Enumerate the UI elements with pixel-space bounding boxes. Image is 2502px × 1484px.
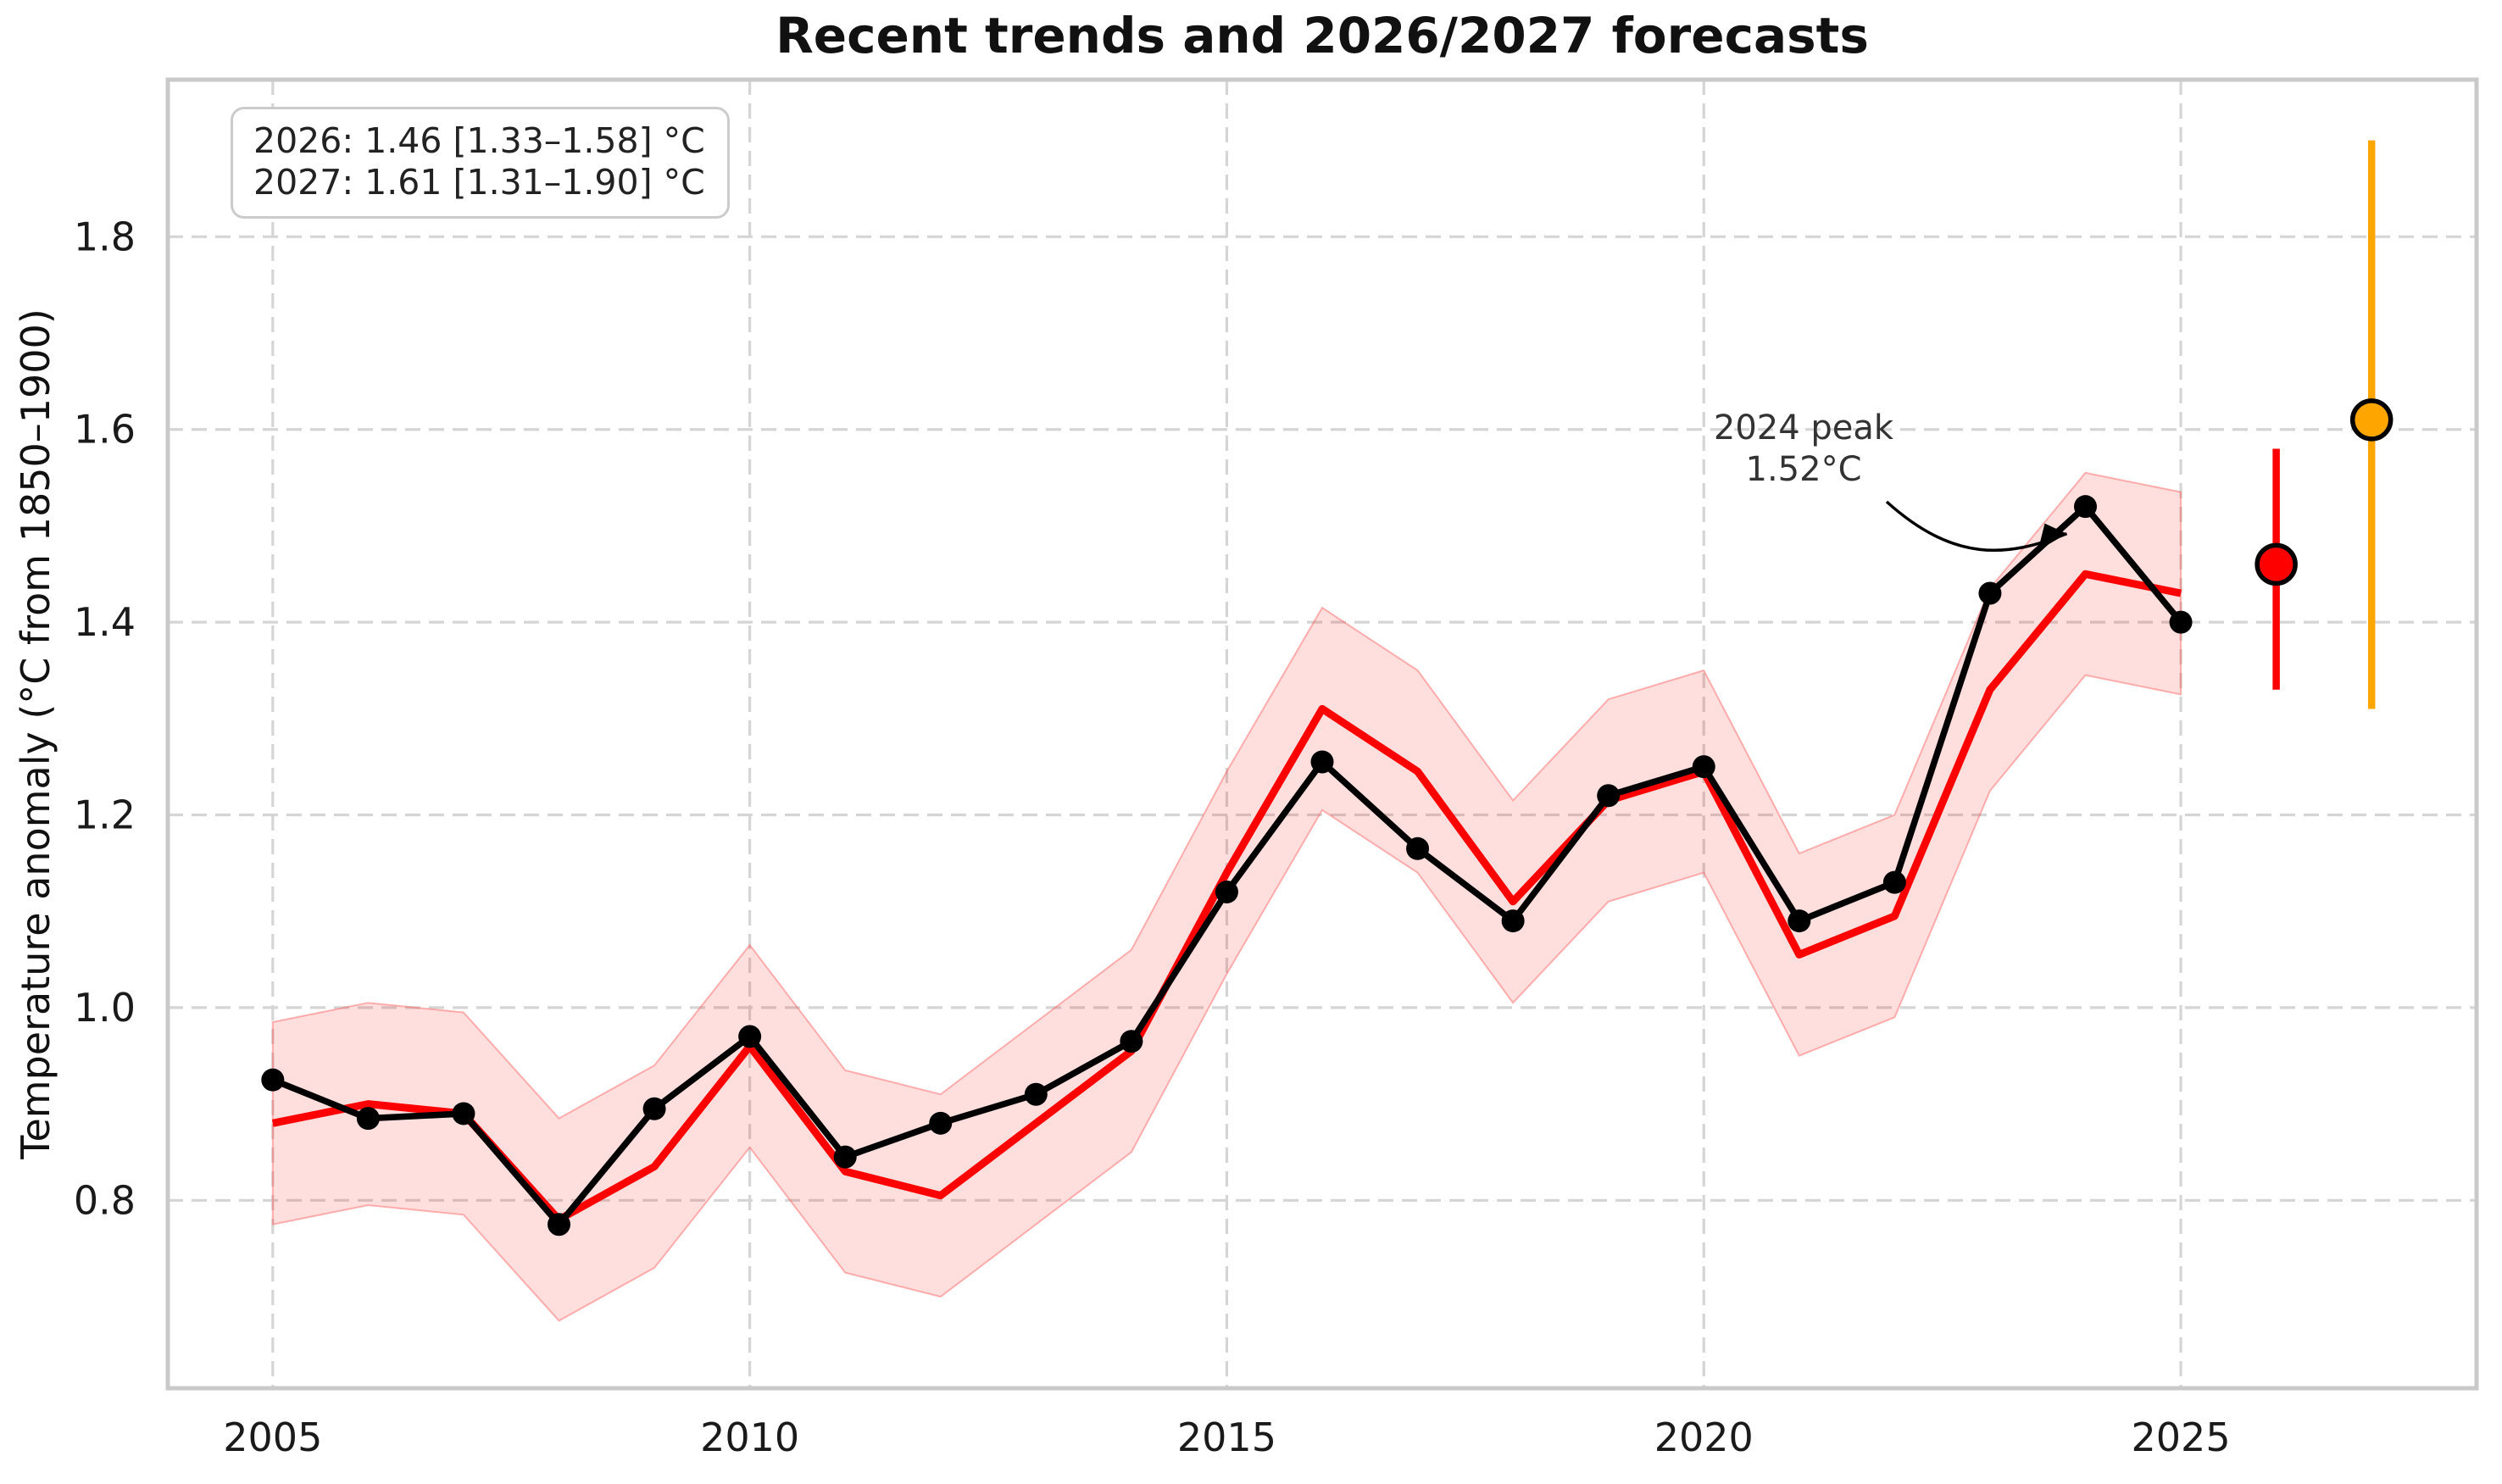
observed-point-2023 xyxy=(1978,581,2002,605)
observed-point-2011 xyxy=(833,1145,857,1169)
observed-point-2024 xyxy=(2073,495,2097,519)
peak-annotation: 2024 peak 1.52°C xyxy=(1714,408,1893,491)
x-tick-label-2020: 2020 xyxy=(1654,1415,1754,1460)
observed-point-2015 xyxy=(1215,880,1238,903)
observed-point-2019 xyxy=(1597,784,1621,808)
x-tick-label-2025: 2025 xyxy=(2132,1415,2231,1460)
plot-border xyxy=(165,77,2479,1391)
y-tick-label-0.8: 0.8 xyxy=(74,1177,136,1223)
peak-annotation-line1: 2024 peak xyxy=(1713,409,1894,448)
observed-point-2016 xyxy=(1310,750,1334,774)
observed-point-2014 xyxy=(1120,1030,1143,1053)
observed-point-2010 xyxy=(738,1025,762,1048)
forecast-dot-2027 xyxy=(2349,398,2394,442)
annotation-arrow xyxy=(1885,500,2068,552)
forecast-dot-2026 xyxy=(2255,542,2298,586)
forecast-2027-summary: 2027: 1.61 [1.31–1.90] °C xyxy=(253,162,705,203)
observed-point-2007 xyxy=(452,1102,475,1126)
observed-point-2018 xyxy=(1501,909,1525,933)
forecast-summary-box: 2026: 1.46 [1.33–1.58] °C 2027: 1.61 [1.… xyxy=(231,107,730,220)
annotation-arrowhead xyxy=(2038,523,2067,551)
y-tick-label-1.2: 1.2 xyxy=(74,792,136,838)
x-tick-label-2015: 2015 xyxy=(1177,1415,1276,1460)
observed-point-2021 xyxy=(1788,909,1811,933)
forecast-2026-summary: 2026: 1.46 [1.33–1.58] °C xyxy=(253,120,705,161)
observed-point-2022 xyxy=(1882,870,1906,894)
observed-point-2005 xyxy=(261,1068,285,1092)
y-tick-label-1.6: 1.6 xyxy=(74,407,136,453)
observed-point-2017 xyxy=(1406,836,1430,860)
hindcast-line xyxy=(271,570,2182,1224)
x-tick-label-2010: 2010 xyxy=(700,1415,799,1460)
observed-point-2008 xyxy=(548,1213,571,1237)
observed-point-2006 xyxy=(356,1107,380,1131)
y-tick-label-1.0: 1.0 xyxy=(74,985,136,1031)
observed-point-2012 xyxy=(929,1111,953,1135)
x-tick-label-2005: 2005 xyxy=(223,1415,322,1460)
observed-point-2013 xyxy=(1024,1082,1048,1106)
observed-point-2020 xyxy=(1692,755,1715,779)
peak-annotation-line2: 1.52°C xyxy=(1745,450,1862,489)
chart-title: Recent trends and 2026/2027 forecasts xyxy=(776,7,1869,64)
y-tick-label-1.4: 1.4 xyxy=(74,599,136,645)
observed-point-2009 xyxy=(642,1097,666,1120)
observed-point-2025 xyxy=(2169,610,2193,634)
y-tick-label-1.8: 1.8 xyxy=(74,214,136,259)
